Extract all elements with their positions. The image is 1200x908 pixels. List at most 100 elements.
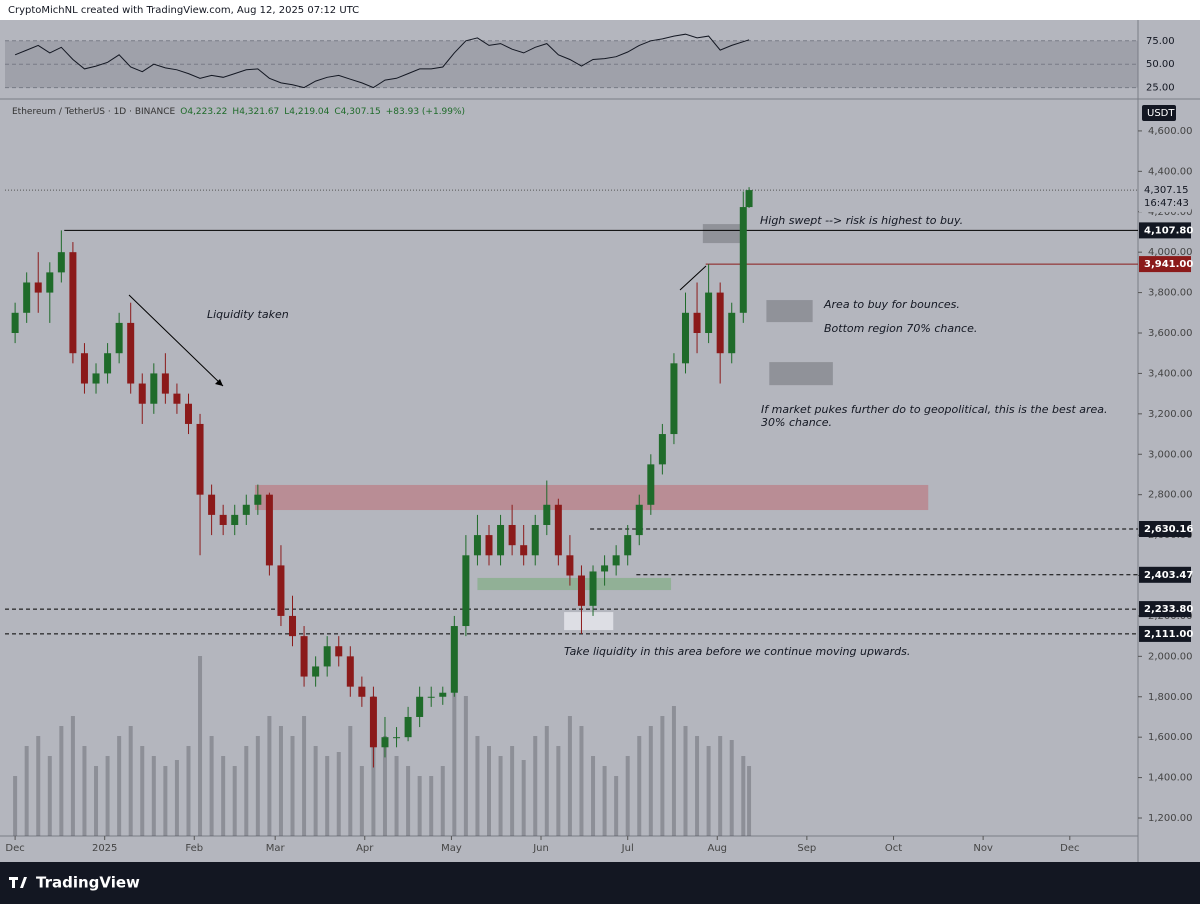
volume-bar	[695, 736, 700, 836]
rsi-band	[5, 40, 1138, 88]
candle-body	[381, 737, 389, 748]
countdown: 16:47:43	[1144, 198, 1189, 209]
currency: USDT	[1147, 108, 1175, 119]
rsi-line	[14, 33, 750, 89]
arrow	[128, 294, 224, 387]
x-tick-label: May	[441, 843, 462, 854]
volume-bar	[174, 760, 179, 836]
price-label-box	[1139, 566, 1191, 583]
last-price-box	[1139, 182, 1191, 213]
candle-body	[554, 504, 562, 556]
volume-bar	[741, 756, 746, 836]
volume-bar	[70, 716, 75, 836]
candle-body	[323, 646, 331, 667]
symbol-legend: Ethereum / TetherUS · 1D · BINANCE O4,223…	[12, 107, 465, 117]
x-tick-label: Feb	[185, 843, 203, 854]
volume-bar	[463, 696, 468, 836]
volume-bar	[718, 736, 723, 836]
candle-body	[404, 716, 412, 738]
volume-bar	[591, 756, 596, 836]
volume-bar	[128, 726, 133, 836]
volume-bar	[729, 740, 734, 836]
x-tick-label: Apr	[356, 843, 374, 854]
candle-body	[647, 464, 655, 505]
candle-body	[427, 696, 435, 698]
volume-bar	[406, 766, 411, 836]
candle-body	[92, 373, 100, 384]
candle-body	[346, 656, 354, 687]
candle-body	[312, 666, 320, 677]
volume-bar	[94, 766, 99, 836]
y-tick-label: 2,000.00	[1148, 651, 1193, 662]
symbol: Ethereum / TetherUS · 1D · BINANCE	[12, 107, 176, 117]
currency-box	[1142, 105, 1176, 121]
volume-bar	[660, 716, 665, 836]
volume-bar	[394, 756, 399, 836]
candle-body	[277, 565, 285, 616]
y-tick-label: 2,800.00	[1148, 490, 1193, 501]
x-tick-label: Aug	[708, 843, 728, 854]
candle-body	[508, 524, 516, 546]
candle-body	[462, 555, 470, 627]
volume-bar	[567, 716, 572, 836]
price-label: 2,403.47	[1144, 570, 1193, 581]
volume-bar	[209, 736, 214, 836]
volume-bar	[232, 766, 237, 836]
ohlc-value: L4,219.04	[284, 107, 329, 117]
y-tick-label: 3,800.00	[1148, 288, 1193, 299]
candle-body	[57, 252, 65, 273]
y-tick-label: 3,400.00	[1148, 368, 1193, 379]
annotation: Take liquidity in this area before we co…	[564, 645, 910, 658]
volume-bar	[429, 776, 434, 836]
y-tick-label: 4,600.00	[1148, 126, 1193, 137]
zone	[564, 612, 614, 631]
volume-bar	[163, 766, 168, 836]
brand: TradingView	[36, 874, 140, 892]
price-label-box	[1139, 222, 1191, 239]
annotation: Liquidity taken	[207, 308, 289, 321]
rsi-tick-label: 50.00	[1146, 59, 1175, 70]
candle-body	[80, 353, 88, 384]
volume-bar	[671, 706, 676, 836]
x-tick-label: Jul	[621, 843, 634, 854]
candle-body	[34, 282, 42, 293]
candle-body	[335, 646, 343, 657]
ohlc-value: O4,223.22	[180, 107, 227, 117]
candle-body	[115, 322, 123, 354]
annotation: High swept --> risk is highest to buy.	[760, 214, 963, 227]
candle-body	[300, 636, 308, 677]
x-tick-label: Oct	[885, 843, 902, 854]
zone	[254, 484, 929, 511]
candle-body	[184, 403, 192, 424]
candle-body	[369, 696, 377, 748]
candle-body	[728, 312, 736, 354]
y-tick-label: 4,000.00	[1148, 247, 1193, 258]
y-tick-label: 1,600.00	[1148, 732, 1193, 743]
price-label-box	[1139, 256, 1191, 273]
volume-bar	[313, 746, 318, 836]
price-label: 2,233.80	[1144, 604, 1193, 615]
candle-body	[11, 312, 19, 334]
x-tick-label: 2025	[92, 843, 117, 854]
volume-bar	[105, 756, 110, 836]
candle-body	[416, 696, 424, 717]
volume-bar	[521, 760, 526, 836]
candle-body	[208, 494, 216, 515]
volume-bar	[359, 766, 364, 836]
volume-bar	[302, 716, 307, 836]
volume-bar	[325, 756, 330, 836]
candle-body	[127, 322, 135, 384]
volume-bar	[82, 746, 87, 836]
candle-body	[601, 565, 609, 572]
volume-bar	[255, 736, 260, 836]
ohlc-value: H4,321.67	[232, 107, 279, 117]
zone	[766, 300, 813, 323]
y-tick-label: 3,200.00	[1148, 409, 1193, 420]
credit: CryptoMichNL created with TradingView.co…	[8, 5, 359, 16]
y-tick-label: 4,200.00	[1148, 207, 1193, 218]
candle-body	[196, 423, 204, 495]
ohlc-value: C4,307.15	[334, 107, 380, 117]
candle-body	[450, 626, 458, 693]
candle-body	[46, 272, 54, 293]
y-tick-label: 1,400.00	[1148, 773, 1193, 784]
